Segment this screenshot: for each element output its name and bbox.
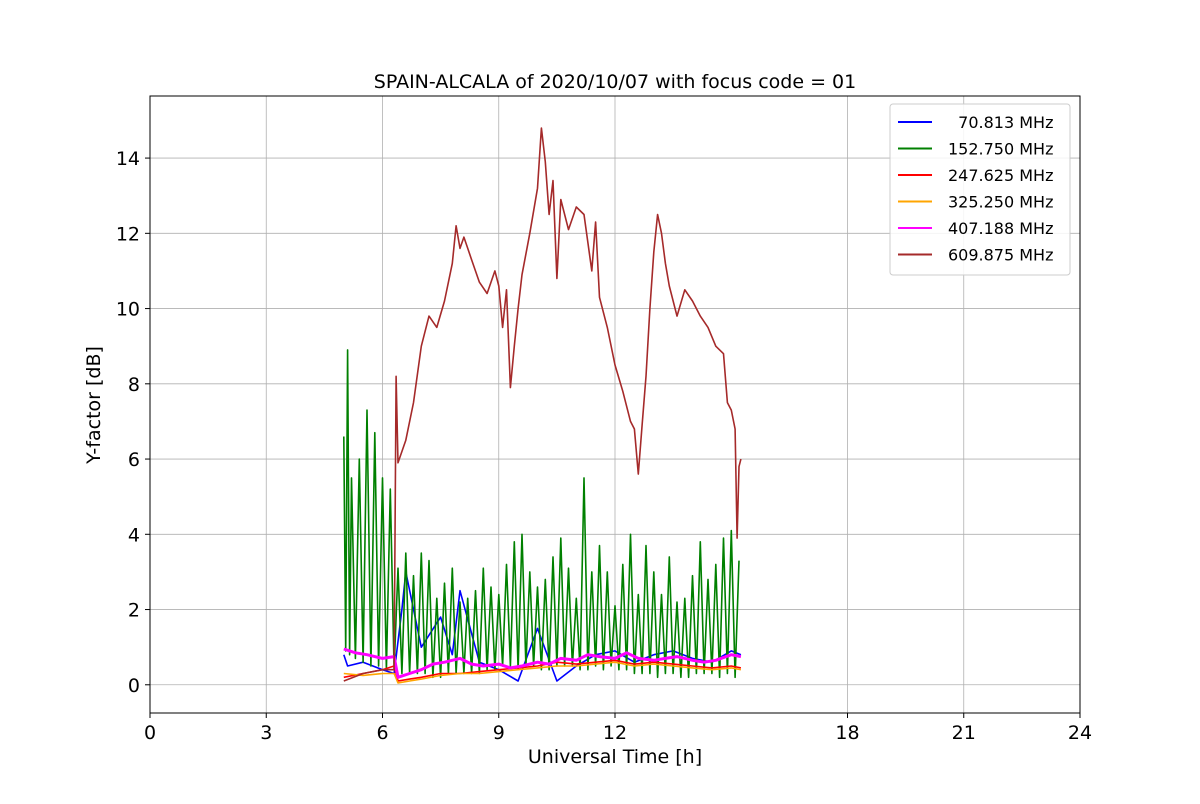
x-tick-label: 18	[835, 722, 859, 744]
legend-label: 407.188 MHz	[948, 219, 1053, 238]
x-tick-label: 6	[376, 722, 388, 744]
legend-label: 325.250 MHz	[948, 193, 1053, 212]
y-axis: 0 2 4 6 8 10 12 14	[116, 148, 150, 697]
y-tick-label: 12	[116, 223, 140, 245]
y-tick-label: 14	[116, 148, 140, 170]
x-axis-label: Universal Time [h]	[528, 746, 702, 768]
legend-label: 609.875 MHz	[948, 246, 1053, 265]
y-tick-label: 6	[128, 449, 140, 471]
x-axis: 0 3 6 9 12 18 21 24	[144, 713, 1092, 744]
x-tick-label: 21	[952, 722, 976, 744]
x-tick-label: 12	[603, 722, 627, 744]
y-tick-label: 8	[128, 374, 140, 396]
series-lines	[343, 127, 742, 684]
legend: 70.813 MHz 152.750 MHz 247.625 MHz 325.250 …	[889, 103, 1071, 276]
y-tick-label: 10	[116, 299, 140, 321]
x-tick-label: 0	[144, 722, 156, 744]
x-tick-label: 24	[1068, 722, 1092, 744]
y-tick-label: 4	[128, 524, 140, 546]
series-line	[343, 661, 742, 684]
legend-box	[889, 103, 1071, 276]
y-tick-label: 0	[128, 675, 140, 697]
y-tick-label: 2	[128, 600, 140, 622]
legend-label: 152.750 MHz	[948, 140, 1053, 159]
x-tick-label: 9	[493, 722, 505, 744]
y-axis-label: Y-factor [dB]	[83, 346, 105, 465]
series-line	[343, 349, 740, 679]
series-line	[343, 127, 742, 682]
legend-label: 70.813 MHz	[948, 113, 1053, 132]
legend-label: 247.625 MHz	[948, 166, 1053, 185]
chart-title: SPAIN-ALCALA of 2020/10/07 with focus co…	[374, 71, 856, 93]
x-tick-label: 3	[260, 722, 272, 744]
series-line	[343, 647, 742, 679]
